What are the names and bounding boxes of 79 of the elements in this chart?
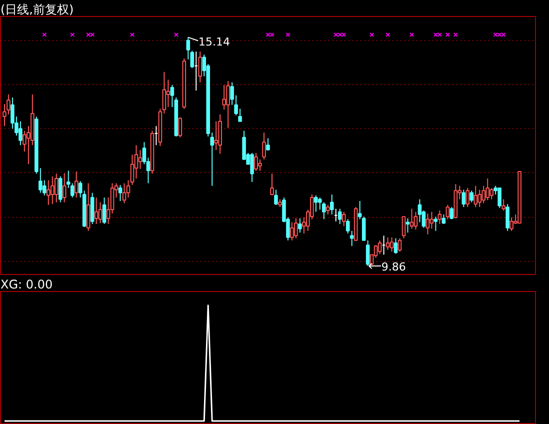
candlestick <box>118 184 122 202</box>
candlestick <box>222 84 226 110</box>
candlestick <box>366 240 370 266</box>
candlestick <box>430 211 434 230</box>
chart-title: XG: 0.00 <box>0 278 53 292</box>
candlestick <box>214 120 218 150</box>
candlestick <box>294 218 298 239</box>
candlestick <box>466 188 470 208</box>
candlestick <box>330 194 334 215</box>
candlestick <box>442 214 446 224</box>
candlestick <box>250 152 254 182</box>
candlestick <box>390 236 394 252</box>
candlestick <box>470 190 474 203</box>
candlestick <box>290 222 294 241</box>
candlestick <box>410 208 414 230</box>
candlestick <box>414 211 418 230</box>
candlestick <box>490 188 494 200</box>
candlestick <box>54 173 58 203</box>
candlestick <box>98 202 102 224</box>
candlestick <box>178 116 182 138</box>
candlestick <box>350 230 354 247</box>
candlestick <box>342 211 346 227</box>
candlestick <box>314 194 318 212</box>
candlestick <box>462 189 466 208</box>
candlestick <box>326 204 330 215</box>
candlestick <box>266 138 270 150</box>
candlestick <box>438 210 442 224</box>
candlestick <box>322 202 326 220</box>
candlestick <box>502 198 506 212</box>
candlestick <box>262 132 266 160</box>
candlestick <box>426 213 430 235</box>
candlestick <box>378 240 382 254</box>
candlestick <box>510 216 514 232</box>
annotation: 15.14 <box>198 35 230 48</box>
candlestick <box>122 182 126 204</box>
candlestick <box>346 218 350 234</box>
candlestick <box>270 173 274 196</box>
candlestick <box>138 149 142 170</box>
candlestick <box>62 172 66 203</box>
candlestick <box>334 208 338 222</box>
candlestick <box>498 188 502 208</box>
candlestick <box>166 79 170 108</box>
candlestick <box>434 216 438 232</box>
candlestick <box>238 108 242 122</box>
candlestick <box>338 208 342 224</box>
candlestick <box>318 197 322 210</box>
candlestick <box>386 236 390 250</box>
chart-title: (日线,前复权) <box>0 2 74 16</box>
candlestick <box>398 238 402 252</box>
candlestick <box>58 176 62 203</box>
candlestick <box>506 204 510 232</box>
candlestick <box>194 51 198 92</box>
candlestick <box>74 171 78 198</box>
candlestick <box>50 176 54 205</box>
candlestick <box>94 197 98 224</box>
candlestick <box>218 114 222 154</box>
candlestick <box>258 158 262 172</box>
candlestick <box>198 51 202 83</box>
candlestick <box>170 84 174 108</box>
candlestick <box>446 204 450 220</box>
candlestick <box>226 80 230 128</box>
candlestick <box>402 216 406 239</box>
candlestick <box>154 126 158 146</box>
candlestick <box>450 206 454 220</box>
candlestick <box>86 182 90 232</box>
candlestick <box>394 238 398 254</box>
candlestick <box>474 185 478 208</box>
candlestick <box>478 189 482 208</box>
candlestick <box>274 189 278 206</box>
candlestick <box>298 218 302 234</box>
annotation: 9.86 <box>381 260 406 274</box>
candlestick <box>486 178 490 201</box>
candlestick <box>18 120 22 146</box>
candlestick <box>406 218 410 234</box>
candlestick <box>382 235 386 256</box>
candlestick <box>90 192 94 224</box>
candlestick <box>102 197 106 224</box>
candlestick <box>46 180 50 206</box>
candlestick <box>254 152 258 172</box>
